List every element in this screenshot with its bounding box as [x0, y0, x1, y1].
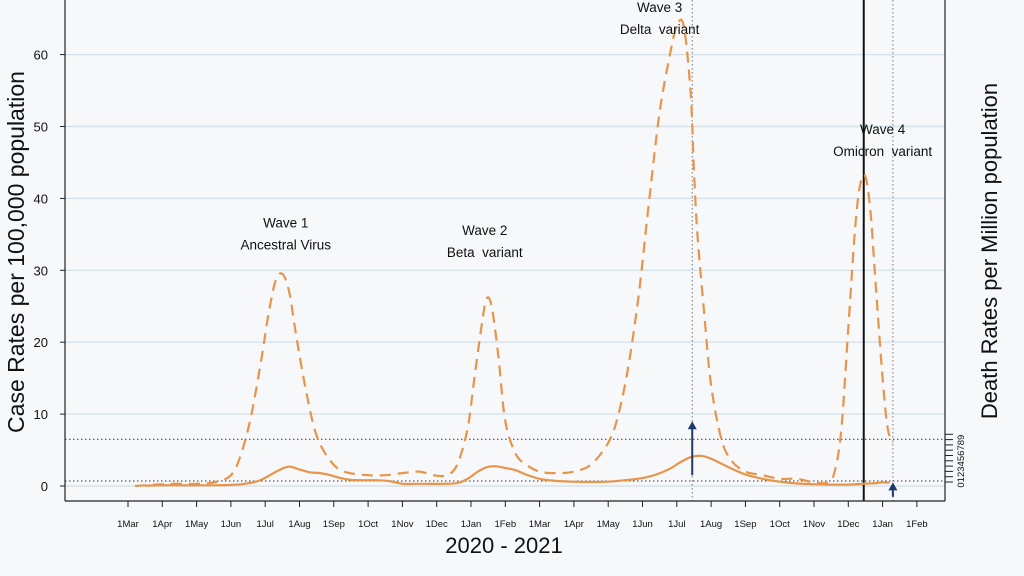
x-tick-label: 1Oct — [770, 519, 790, 530]
axes — [60, 0, 953, 507]
event-arrow-head — [687, 421, 697, 430]
x-axis-title: 2020 - 2021 — [445, 533, 562, 558]
y2-tick-label: 1 — [956, 477, 967, 482]
x-tick-label: 1Nov — [803, 519, 825, 530]
x-tick-label: 1Jul — [668, 519, 685, 530]
y-tick-label: 40 — [34, 191, 48, 206]
x-tick-label: 1Nov — [391, 519, 413, 530]
wave-annotation-line: Delta variant — [620, 22, 700, 37]
wave-annotation-line: Omicron variant — [833, 144, 932, 159]
y2-tick-label: 0 — [956, 482, 967, 487]
y-tick-label: 0 — [41, 479, 48, 494]
y2-tick-label: 9 — [956, 435, 967, 440]
x-tick-label: 1Feb — [906, 519, 928, 530]
event-arrow-head — [888, 482, 898, 491]
case-rate-line — [134, 18, 894, 488]
y2-tick-label: 8 — [956, 440, 967, 445]
y2-tick-label: 5 — [956, 456, 967, 461]
x-tick-label: 1Jun — [632, 519, 653, 530]
y2-tick-label: 2 — [956, 472, 967, 477]
x-tick-label: 1May — [185, 519, 208, 530]
x-tick-label: 1Aug — [288, 519, 310, 530]
y-tick-label: 30 — [34, 263, 48, 278]
x-tick-label: 1Feb — [494, 519, 516, 530]
y-tick-label: 20 — [34, 335, 48, 350]
y2-tick-label: 4 — [956, 461, 967, 466]
y2-tick-label: 7 — [956, 445, 967, 450]
wave-annotation-line: Wave 3 — [637, 0, 682, 15]
x-tick-label: 1Apr — [564, 519, 584, 530]
wave-annotation-line: Wave 4 — [860, 122, 906, 137]
x-tick-label: 1Dec — [426, 519, 448, 530]
x-tick-label: 1Aug — [700, 519, 722, 530]
x-tick-label: 1Sep — [734, 519, 756, 530]
x-tick-label: 1Jul — [256, 519, 273, 530]
x-tick-label: 1Mar — [117, 519, 139, 530]
x-tick-label: 1Mar — [529, 519, 551, 530]
y-tick-label: 10 — [34, 407, 48, 422]
y2-axis-title: Death Rates per Million population — [977, 83, 1002, 419]
reference-lines — [65, 0, 945, 501]
x-tick-label: 1Dec — [837, 519, 859, 530]
y-axis-title: Case Rates per 100,000 population — [3, 71, 29, 433]
wave-annotation-line: Wave 1 — [263, 216, 308, 231]
x-tick-label: 1Sep — [323, 519, 345, 530]
x-tick-label: 1May — [597, 519, 620, 530]
death-rate-line — [145, 454, 890, 487]
x-tick-label: 1Apr — [152, 519, 172, 530]
wave-annotation-line: Ancestral Virus — [241, 238, 332, 253]
x-tick-label: 1Jan — [461, 519, 482, 530]
wave-annotation-line: Wave 2 — [462, 223, 507, 238]
y2-tick-label: 6 — [956, 451, 967, 456]
series-lines — [134, 18, 894, 488]
event-arrows — [687, 421, 898, 497]
y2-tick-label: 3 — [956, 466, 967, 471]
wave-annotation-line: Beta variant — [447, 245, 523, 260]
wave-annotations: Wave 1 Ancestral Virus Wave 2 Beta variant W… — [241, 0, 933, 260]
x-tick-label: 1Jun — [221, 519, 242, 530]
gridlines — [65, 53, 945, 487]
x-tick-label: 1Jan — [872, 519, 893, 530]
y-tick-label: 50 — [34, 120, 48, 135]
x-tick-label: 1Oct — [358, 519, 378, 530]
y-tick-label: 60 — [34, 48, 48, 63]
